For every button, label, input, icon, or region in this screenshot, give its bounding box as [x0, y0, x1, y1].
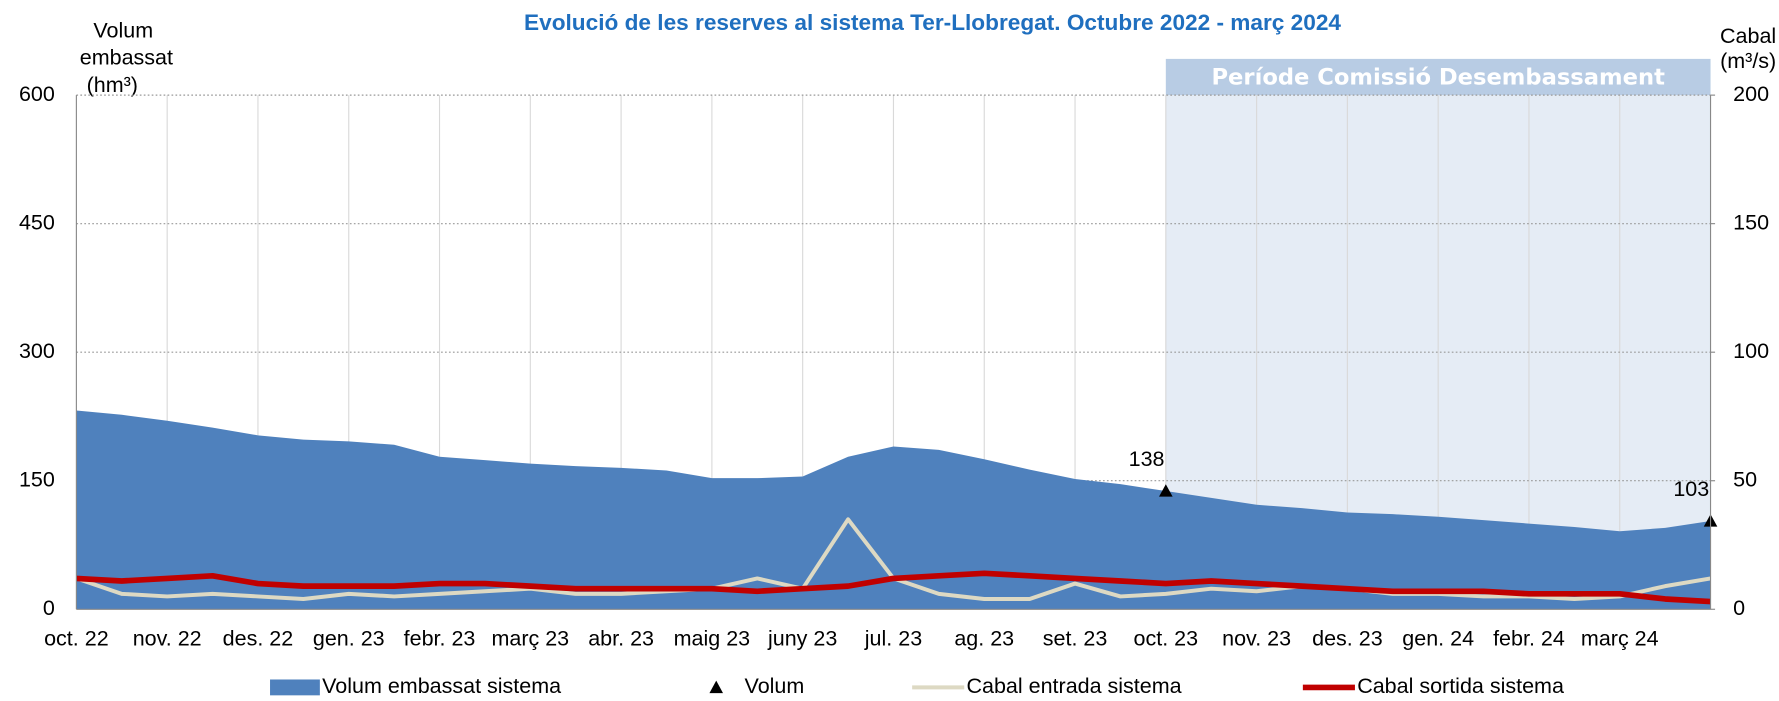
legend-label: Cabal sortida sistema	[1357, 674, 1564, 698]
area	[76, 410, 1711, 610]
x-tick-label: març 23	[491, 627, 569, 651]
x-tick-label: des. 22	[223, 627, 294, 651]
line	[76, 570, 1711, 605]
data-label: 138	[1129, 447, 1165, 471]
x-tick-label: juny 23	[767, 627, 837, 651]
legend-label: Volum embassat sistema	[322, 674, 561, 698]
shaded-region-label: Període Comissió Desembassament	[1211, 65, 1665, 91]
y2-axis-label: Cabal	[1720, 24, 1776, 48]
y2-tick-label: 150	[1733, 210, 1769, 234]
y-axis-label: embassat	[80, 46, 173, 70]
y-axis-label: (hm³)	[87, 73, 138, 97]
y-tick-label: 600	[19, 82, 55, 106]
y-tick-label: 150	[19, 467, 55, 491]
x-tick-label: des. 23	[1312, 627, 1383, 651]
y2-tick-label: 50	[1733, 467, 1757, 491]
marker	[1159, 484, 1173, 497]
x-tick-label: febr. 23	[404, 627, 476, 651]
x-tick-label: oct. 22	[44, 627, 109, 651]
x-tick-label: jul. 23	[864, 627, 922, 651]
chart-title: Evolució de les reserves al sistema Ter-…	[524, 10, 1341, 35]
y-axis-label: Volum	[93, 18, 153, 42]
legend-label: Cabal entrada sistema	[967, 674, 1182, 698]
y2-axis-label: (m³/s)	[1720, 49, 1776, 73]
x-tick-label: nov. 22	[133, 627, 202, 651]
y-tick-label: 0	[43, 596, 55, 620]
legend-swatch	[270, 679, 320, 696]
x-tick-label: març 24	[1581, 627, 1659, 651]
x-tick-label: gen. 24	[1402, 627, 1474, 651]
x-tick-label: gen. 23	[313, 627, 385, 651]
x-tick-label: abr. 23	[588, 627, 654, 651]
shaded-region-header	[1165, 58, 1711, 96]
x-tick-label: oct. 23	[1134, 627, 1199, 651]
data-label: 103	[1673, 477, 1709, 501]
legend-label: Volum	[745, 674, 805, 698]
y2-tick-label: 0	[1733, 596, 1745, 620]
y2-tick-label: 200	[1733, 82, 1769, 106]
y-tick-label: 450	[19, 210, 55, 234]
x-tick-label: febr. 24	[1493, 627, 1565, 651]
y2-tick-label: 100	[1733, 339, 1769, 363]
x-tick-label: maig 23	[674, 627, 751, 651]
x-tick-label: nov. 23	[1222, 627, 1291, 651]
x-tick-label: ag. 23	[954, 627, 1014, 651]
y-tick-label: 300	[19, 339, 55, 363]
x-tick-label: set. 23	[1043, 627, 1108, 651]
legend-swatch	[709, 680, 724, 694]
